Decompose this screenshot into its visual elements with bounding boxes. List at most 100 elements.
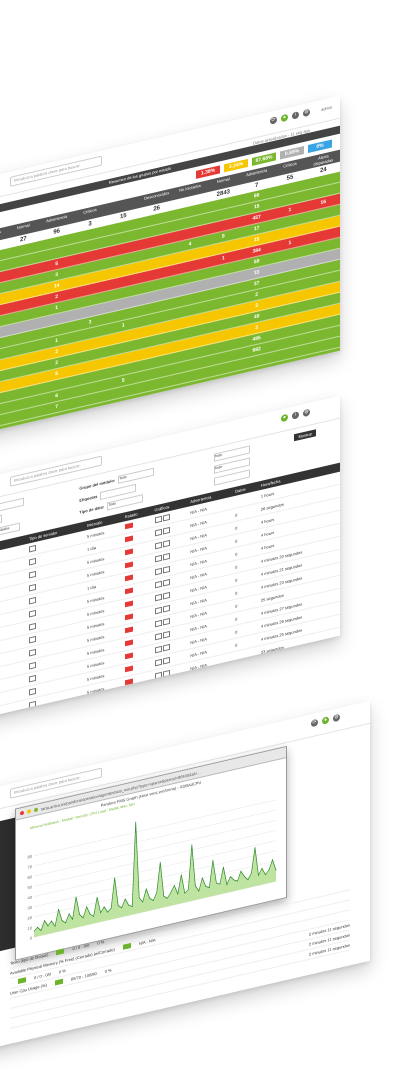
graph-icon[interactable] xyxy=(154,671,162,679)
group-cell xyxy=(107,399,140,407)
data-icon[interactable] xyxy=(162,604,170,613)
server-icon xyxy=(28,674,36,682)
status-icon[interactable]: ● xyxy=(281,113,288,123)
data-point xyxy=(261,867,263,869)
data-point xyxy=(82,917,84,919)
graph-icon[interactable] xyxy=(154,593,162,601)
data-icon[interactable] xyxy=(162,526,170,535)
data-point xyxy=(107,911,109,913)
data-point xyxy=(61,920,63,921)
graph-icon[interactable] xyxy=(154,697,162,705)
data-point xyxy=(93,916,94,917)
server-type-icon xyxy=(26,712,86,728)
server-icon xyxy=(28,583,36,591)
graph-icon[interactable] xyxy=(154,632,162,640)
server-icon xyxy=(28,622,36,630)
settings-icon[interactable]: ⚙ xyxy=(303,108,310,118)
graph-icon[interactable] xyxy=(154,515,162,523)
data-icon[interactable] xyxy=(162,591,170,600)
data-point xyxy=(272,859,273,861)
data-point xyxy=(152,900,154,901)
data-point xyxy=(247,879,249,881)
data-icon[interactable] xyxy=(162,617,170,626)
close-icon[interactable] xyxy=(20,810,24,816)
data-point xyxy=(166,898,168,899)
data-point xyxy=(173,885,175,886)
data-point xyxy=(159,861,161,863)
status-ok-icon xyxy=(122,942,131,950)
graph-icon[interactable] xyxy=(154,658,162,666)
data-icon[interactable] xyxy=(162,578,170,587)
graph-icon[interactable] xyxy=(154,528,162,536)
refresh-icon[interactable]: ⟳ xyxy=(270,116,277,125)
data-icon[interactable] xyxy=(162,565,170,574)
data-point xyxy=(51,920,52,922)
data-icon[interactable] xyxy=(162,513,170,522)
status-ok-icon xyxy=(56,948,65,956)
data-point xyxy=(233,879,235,881)
critical-status-icon xyxy=(125,613,134,621)
data-point xyxy=(216,882,217,884)
data-point xyxy=(89,913,91,915)
graph-icon[interactable] xyxy=(154,580,162,588)
data-icon[interactable] xyxy=(162,630,170,639)
user-label[interactable]: admin xyxy=(321,104,332,113)
module-name: Integria API Check xyxy=(0,699,27,728)
graph-icon[interactable] xyxy=(154,554,162,562)
data-icon[interactable] xyxy=(162,656,170,665)
graph-cell xyxy=(152,675,189,697)
data-point xyxy=(156,892,158,893)
graph-icon[interactable] xyxy=(154,567,162,575)
data-point xyxy=(258,874,259,876)
percentage-badge: 1.38% xyxy=(196,165,220,179)
maximize-icon[interactable] xyxy=(34,807,38,813)
status-icon[interactable]: ● xyxy=(281,413,288,423)
alert-icon[interactable]: ! xyxy=(292,411,299,420)
data-point xyxy=(219,883,221,885)
module-interval xyxy=(85,703,124,726)
data-point xyxy=(138,897,140,899)
data-point xyxy=(47,925,49,927)
critical-status-icon xyxy=(125,600,134,608)
critical-status-icon xyxy=(125,691,134,699)
minimize-icon[interactable] xyxy=(27,808,31,814)
data-icon[interactable] xyxy=(162,552,170,561)
refresh-icon[interactable]: ⟳ xyxy=(311,718,318,728)
data-icon[interactable] xyxy=(162,682,170,691)
status-icon[interactable]: ● xyxy=(322,716,329,725)
graph-icon[interactable] xyxy=(154,619,162,627)
gridline xyxy=(34,809,276,867)
data-icon[interactable] xyxy=(162,643,170,652)
data-point xyxy=(135,821,137,823)
warning-range xyxy=(188,677,234,702)
gridline xyxy=(34,819,276,877)
graph-icon[interactable] xyxy=(154,541,162,549)
data-point xyxy=(202,877,203,879)
data-point xyxy=(209,887,210,888)
data-point xyxy=(75,896,77,898)
server-icon xyxy=(28,648,36,656)
data-point xyxy=(110,907,112,909)
agent-graph-screenshot: Introduzca palabra clave para buscar ⟳ ●… xyxy=(0,700,370,1060)
settings-icon[interactable]: ⚙ xyxy=(303,408,310,418)
group-cell xyxy=(140,391,173,399)
percentage-badge: 0.69% xyxy=(280,145,304,160)
graph-icon[interactable] xyxy=(154,606,162,614)
alert-icon[interactable]: ! xyxy=(292,111,299,120)
data-point xyxy=(100,912,101,914)
y-tick-label: 70 xyxy=(28,864,33,870)
data-icon[interactable] xyxy=(162,669,170,678)
group-cell xyxy=(73,407,106,415)
graph-icon[interactable] xyxy=(154,684,162,692)
data-point xyxy=(170,892,172,893)
critical-status-icon xyxy=(125,535,134,543)
server-icon xyxy=(28,596,36,604)
data-point xyxy=(124,898,126,900)
critical-status-icon xyxy=(125,652,134,660)
data-icon[interactable] xyxy=(162,695,170,704)
filter-label: Etiquetas xyxy=(79,493,98,503)
header-icons: ● ! ⚙ xyxy=(281,408,310,423)
data-icon[interactable] xyxy=(162,539,170,548)
graph-icon[interactable] xyxy=(154,645,162,653)
settings-icon[interactable]: ⚙ xyxy=(333,713,340,723)
